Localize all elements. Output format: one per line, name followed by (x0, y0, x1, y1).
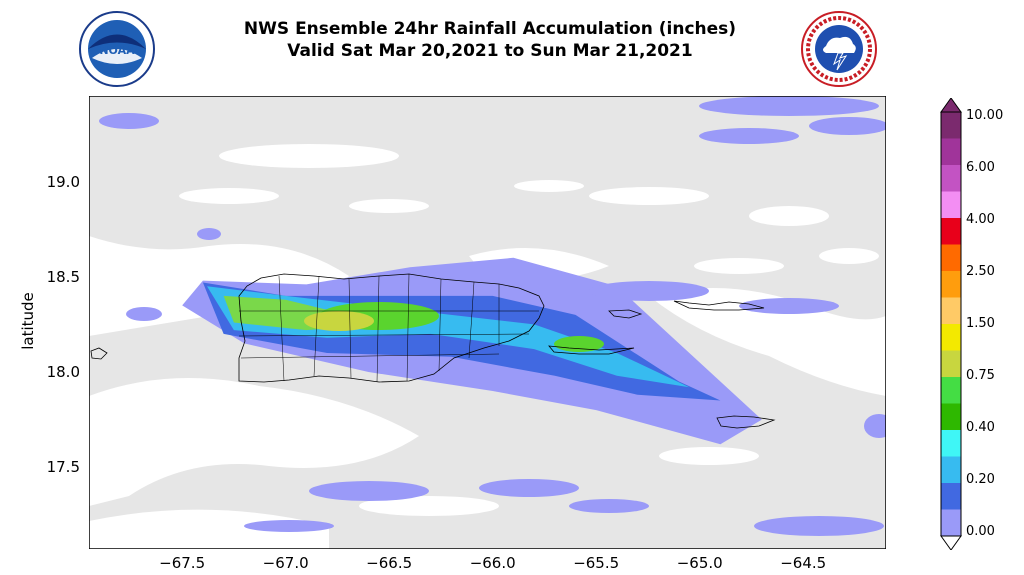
map-plot-area (89, 96, 886, 549)
y-axis-label: latitude (19, 292, 37, 350)
colorbar-segment (941, 271, 961, 298)
scattered-rain-blobs (99, 96, 886, 536)
x-tick-label: −67.0 (262, 554, 309, 572)
colorbar-segment (941, 509, 961, 537)
colorbar-segment (941, 244, 961, 272)
rain-core-1 (304, 311, 374, 331)
x-tick-label: −65.0 (676, 554, 723, 572)
chart-title: NWS Ensemble 24hr Rainfall Accumulation … (170, 18, 810, 62)
colorbar-segment (941, 324, 961, 351)
colorbar-label: 0.20 (966, 472, 995, 487)
colorbar-label: 10.00 (966, 108, 1004, 123)
colorbar-max-arrow (940, 97, 962, 113)
colorbar-segment (941, 483, 961, 510)
colorbar-label: 4.00 (966, 212, 995, 227)
colorbar-scale (940, 97, 962, 551)
colorbar-segment (941, 297, 961, 325)
puerto-rico-outline (238, 273, 545, 383)
virgin-islands-outline (673, 300, 765, 311)
culebra-outline (608, 309, 643, 319)
colorbar-segment (941, 456, 961, 484)
colorbar (937, 97, 965, 554)
colorbar-segment (941, 377, 961, 404)
title-line-2: Valid Sat Mar 20,2021 to Sun Mar 21,2021 (287, 41, 693, 61)
st-croix-outline (716, 415, 776, 429)
coastline-outlines (90, 273, 776, 429)
x-tick-label: −66.5 (366, 554, 413, 572)
y-tick-label: 19.0 (46, 172, 80, 191)
nws-logo (800, 10, 878, 88)
x-tick-label: −67.5 (159, 554, 206, 572)
title-line-1: NWS Ensemble 24hr Rainfall Accumulation … (243, 19, 737, 39)
noaa-logo: NOAA (78, 10, 156, 88)
colorbar-label: 1.50 (966, 316, 995, 331)
rain-bands (182, 257, 762, 445)
colorbar-label: 6.00 (966, 160, 995, 175)
colorbar-segment (941, 191, 961, 219)
colorbar-label: 0.40 (966, 420, 995, 435)
x-tick-label: −64.5 (780, 554, 827, 572)
x-tick-label: −65.5 (573, 554, 620, 572)
y-tick-label: 18.5 (46, 267, 80, 286)
colorbar-label: 0.75 (966, 368, 995, 383)
noaa-logo-text: NOAA (99, 44, 135, 57)
y-tick-label: 17.5 (46, 458, 80, 477)
colorbar-segment (941, 218, 961, 245)
colorbar-segment (941, 350, 961, 378)
vieques-outline (548, 345, 635, 355)
y-tick-label: 18.0 (46, 362, 80, 381)
colorbar-segment (941, 403, 961, 431)
colorbar-segment (941, 165, 961, 192)
x-tick-label: −66.0 (469, 554, 516, 572)
colorbar-label: 0.00 (966, 524, 995, 539)
colorbar-min-arrow (940, 535, 962, 551)
colorbar-segment (941, 138, 961, 166)
mona-island-outline (90, 347, 108, 360)
colorbar-segment (941, 430, 961, 457)
map-svg (89, 96, 886, 549)
colorbar-segment (941, 112, 961, 139)
colorbar-label: 2.50 (966, 264, 995, 279)
